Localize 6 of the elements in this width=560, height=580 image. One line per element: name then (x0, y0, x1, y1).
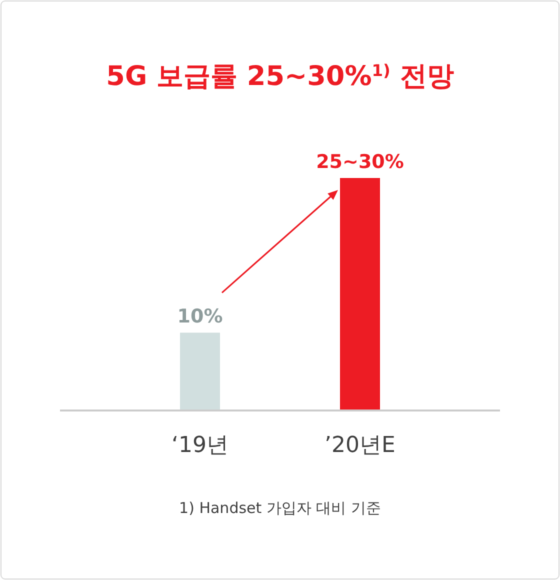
x-tick-label: ’20년E (324, 433, 396, 458)
data-label: 10% (177, 306, 223, 328)
data-label: 25~30% (316, 151, 404, 173)
text: 1) Handset 가입자 대비 기준 (179, 499, 381, 517)
x-tick-label: ‘19년 (172, 433, 228, 458)
chart-title: 5G 보급률 25~30%$^{1)}$ 전망 (106, 60, 454, 92)
